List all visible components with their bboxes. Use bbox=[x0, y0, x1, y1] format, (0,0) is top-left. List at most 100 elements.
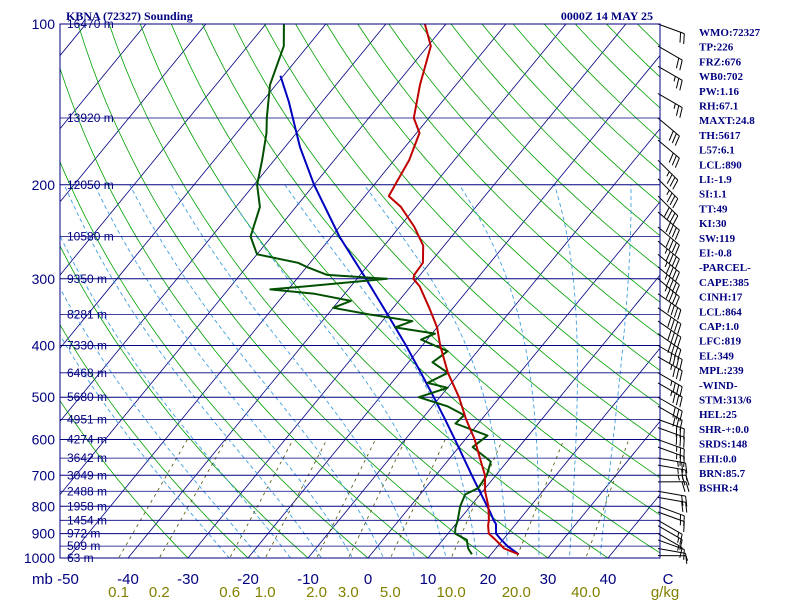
wind-barb-flag bbox=[685, 469, 688, 481]
wind-barb-half-flag bbox=[673, 103, 676, 109]
wind-barb-flag bbox=[679, 107, 683, 118]
wind-barb-staff bbox=[657, 418, 685, 430]
wind-barb bbox=[657, 496, 688, 513]
height-label: 1454 m bbox=[67, 513, 107, 527]
wind-barb-flag bbox=[683, 428, 685, 440]
mixing-ratio-label: 0.6 bbox=[219, 584, 240, 600]
wind-barb-flag bbox=[666, 174, 673, 184]
wind-barb bbox=[657, 266, 680, 295]
moist-adiabat bbox=[129, 184, 385, 558]
wind-barb-flag bbox=[665, 222, 671, 233]
wind-barb bbox=[657, 226, 680, 255]
wind-barb bbox=[657, 320, 682, 348]
wind-barb-flag bbox=[685, 462, 688, 474]
sounding-index: -WIND- bbox=[699, 380, 738, 392]
wind-barb-staff bbox=[657, 405, 683, 421]
wind-barb-half-flag bbox=[677, 468, 679, 474]
mixing-ratio-label: 10.0 bbox=[436, 584, 465, 600]
wind-barb-half-flag bbox=[677, 532, 680, 538]
temperature-axis-labels: mb -50 -40 -30 -20 -10 0 10 20 30 40 C bbox=[32, 571, 674, 588]
moist-adiabat bbox=[363, 184, 509, 558]
wind-barb-half-flag bbox=[664, 286, 668, 292]
wind-barb-half-flag bbox=[666, 189, 670, 196]
wind-barb-half-flag bbox=[677, 545, 680, 551]
mixing-ratio-label: 40.0 bbox=[571, 584, 600, 600]
isotherm-line bbox=[127, 24, 567, 558]
wind-barb-flag bbox=[677, 309, 682, 320]
wind-barb-flag bbox=[671, 269, 677, 280]
wind-barb-staff bbox=[657, 457, 686, 464]
mixing-ratio-label: 2.0 bbox=[306, 584, 327, 600]
mixing-ratio-label: 1.0 bbox=[255, 584, 276, 600]
wind-barb-flag bbox=[677, 349, 682, 360]
wind-barb bbox=[657, 139, 680, 168]
sounding-index: PW:1.16 bbox=[699, 86, 740, 98]
wind-barb bbox=[657, 464, 688, 481]
wind-barb-half-flag bbox=[677, 475, 680, 481]
wind-barb-flag bbox=[685, 481, 690, 492]
wind-barb-flag bbox=[674, 284, 680, 295]
isotherm-line bbox=[60, 24, 327, 349]
sounding-index: MPL:239 bbox=[699, 365, 744, 377]
wind-barb bbox=[657, 45, 683, 71]
wind-barb-flag bbox=[665, 251, 671, 262]
wind-barb bbox=[657, 117, 680, 146]
wind-barb-flag bbox=[665, 237, 671, 248]
wind-barb bbox=[657, 396, 683, 422]
temperature-tick-label: -20 bbox=[237, 571, 259, 588]
wind-barb-staff bbox=[657, 533, 683, 549]
wind-barb-flag bbox=[673, 347, 679, 358]
wind-barb-staff bbox=[657, 195, 679, 217]
pressure-label: 1000 bbox=[24, 550, 55, 566]
wind-barb-staff bbox=[657, 117, 680, 137]
wind-barb-half-flag bbox=[670, 390, 673, 397]
wind-barb-staff bbox=[657, 159, 679, 181]
wind-barb-flag bbox=[675, 409, 680, 420]
mixing-ratio-line bbox=[450, 439, 503, 558]
sounding-index: WMO:72327 bbox=[699, 27, 761, 39]
wind-barb-half-flag bbox=[664, 274, 668, 280]
wind-barb-flag bbox=[679, 359, 683, 370]
isotherm-line bbox=[427, 274, 660, 558]
wind-barb-flag bbox=[677, 336, 682, 348]
sounding-index: SI:1.1 bbox=[699, 189, 727, 201]
height-label: 7330 m bbox=[67, 339, 107, 353]
temperature-tick-label: -40 bbox=[117, 571, 139, 588]
wind-barb-staff bbox=[657, 382, 683, 398]
wind-barb-staff bbox=[657, 333, 682, 351]
wind-barb-flag bbox=[672, 407, 676, 418]
wind-barb-half-flag bbox=[664, 248, 668, 254]
wind-barb-flag bbox=[671, 242, 677, 253]
wind-barb-flag bbox=[674, 135, 680, 146]
wind-barb-flag bbox=[672, 198, 679, 209]
wind-barb-staff bbox=[657, 490, 686, 497]
sounding-index: L57:6.1 bbox=[699, 145, 735, 157]
dry-adiabat bbox=[60, 245, 309, 558]
moist-adiabat bbox=[60, 334, 230, 558]
wind-barb-flag bbox=[681, 501, 684, 512]
wind-barb bbox=[657, 293, 682, 320]
wind-barb-flag bbox=[679, 534, 683, 545]
wind-barb-flag bbox=[675, 368, 680, 380]
wind-barb bbox=[657, 178, 679, 209]
height-label: 4274 m bbox=[67, 433, 107, 447]
wind-barb-flag bbox=[666, 192, 673, 203]
height-labels: 16470 m 13920 m 12050 m 10580 m 9350 m 8281 m… bbox=[67, 17, 114, 565]
wind-barb-flag bbox=[673, 321, 679, 332]
wind-barb-flag bbox=[674, 296, 680, 307]
wind-barb-flag bbox=[674, 229, 680, 240]
sounding-index: CAPE:385 bbox=[699, 277, 750, 289]
height-label: 9350 m bbox=[67, 272, 107, 286]
wind-barb-flag bbox=[673, 307, 679, 318]
wind-barb-flag bbox=[675, 105, 680, 116]
wind-barb-flag bbox=[681, 495, 684, 506]
height-label: 10580 m bbox=[67, 229, 114, 243]
wind-barb-staff bbox=[657, 525, 683, 541]
wind-barb-flag bbox=[665, 276, 671, 288]
wind-barb-staff bbox=[657, 139, 680, 159]
wind-barb-staff bbox=[657, 178, 679, 200]
moist-adiabat bbox=[284, 184, 478, 558]
mixing-ratio-label: 20.0 bbox=[502, 584, 531, 600]
wind-barb-flag bbox=[669, 177, 676, 187]
wind-barb-flag bbox=[667, 330, 672, 341]
